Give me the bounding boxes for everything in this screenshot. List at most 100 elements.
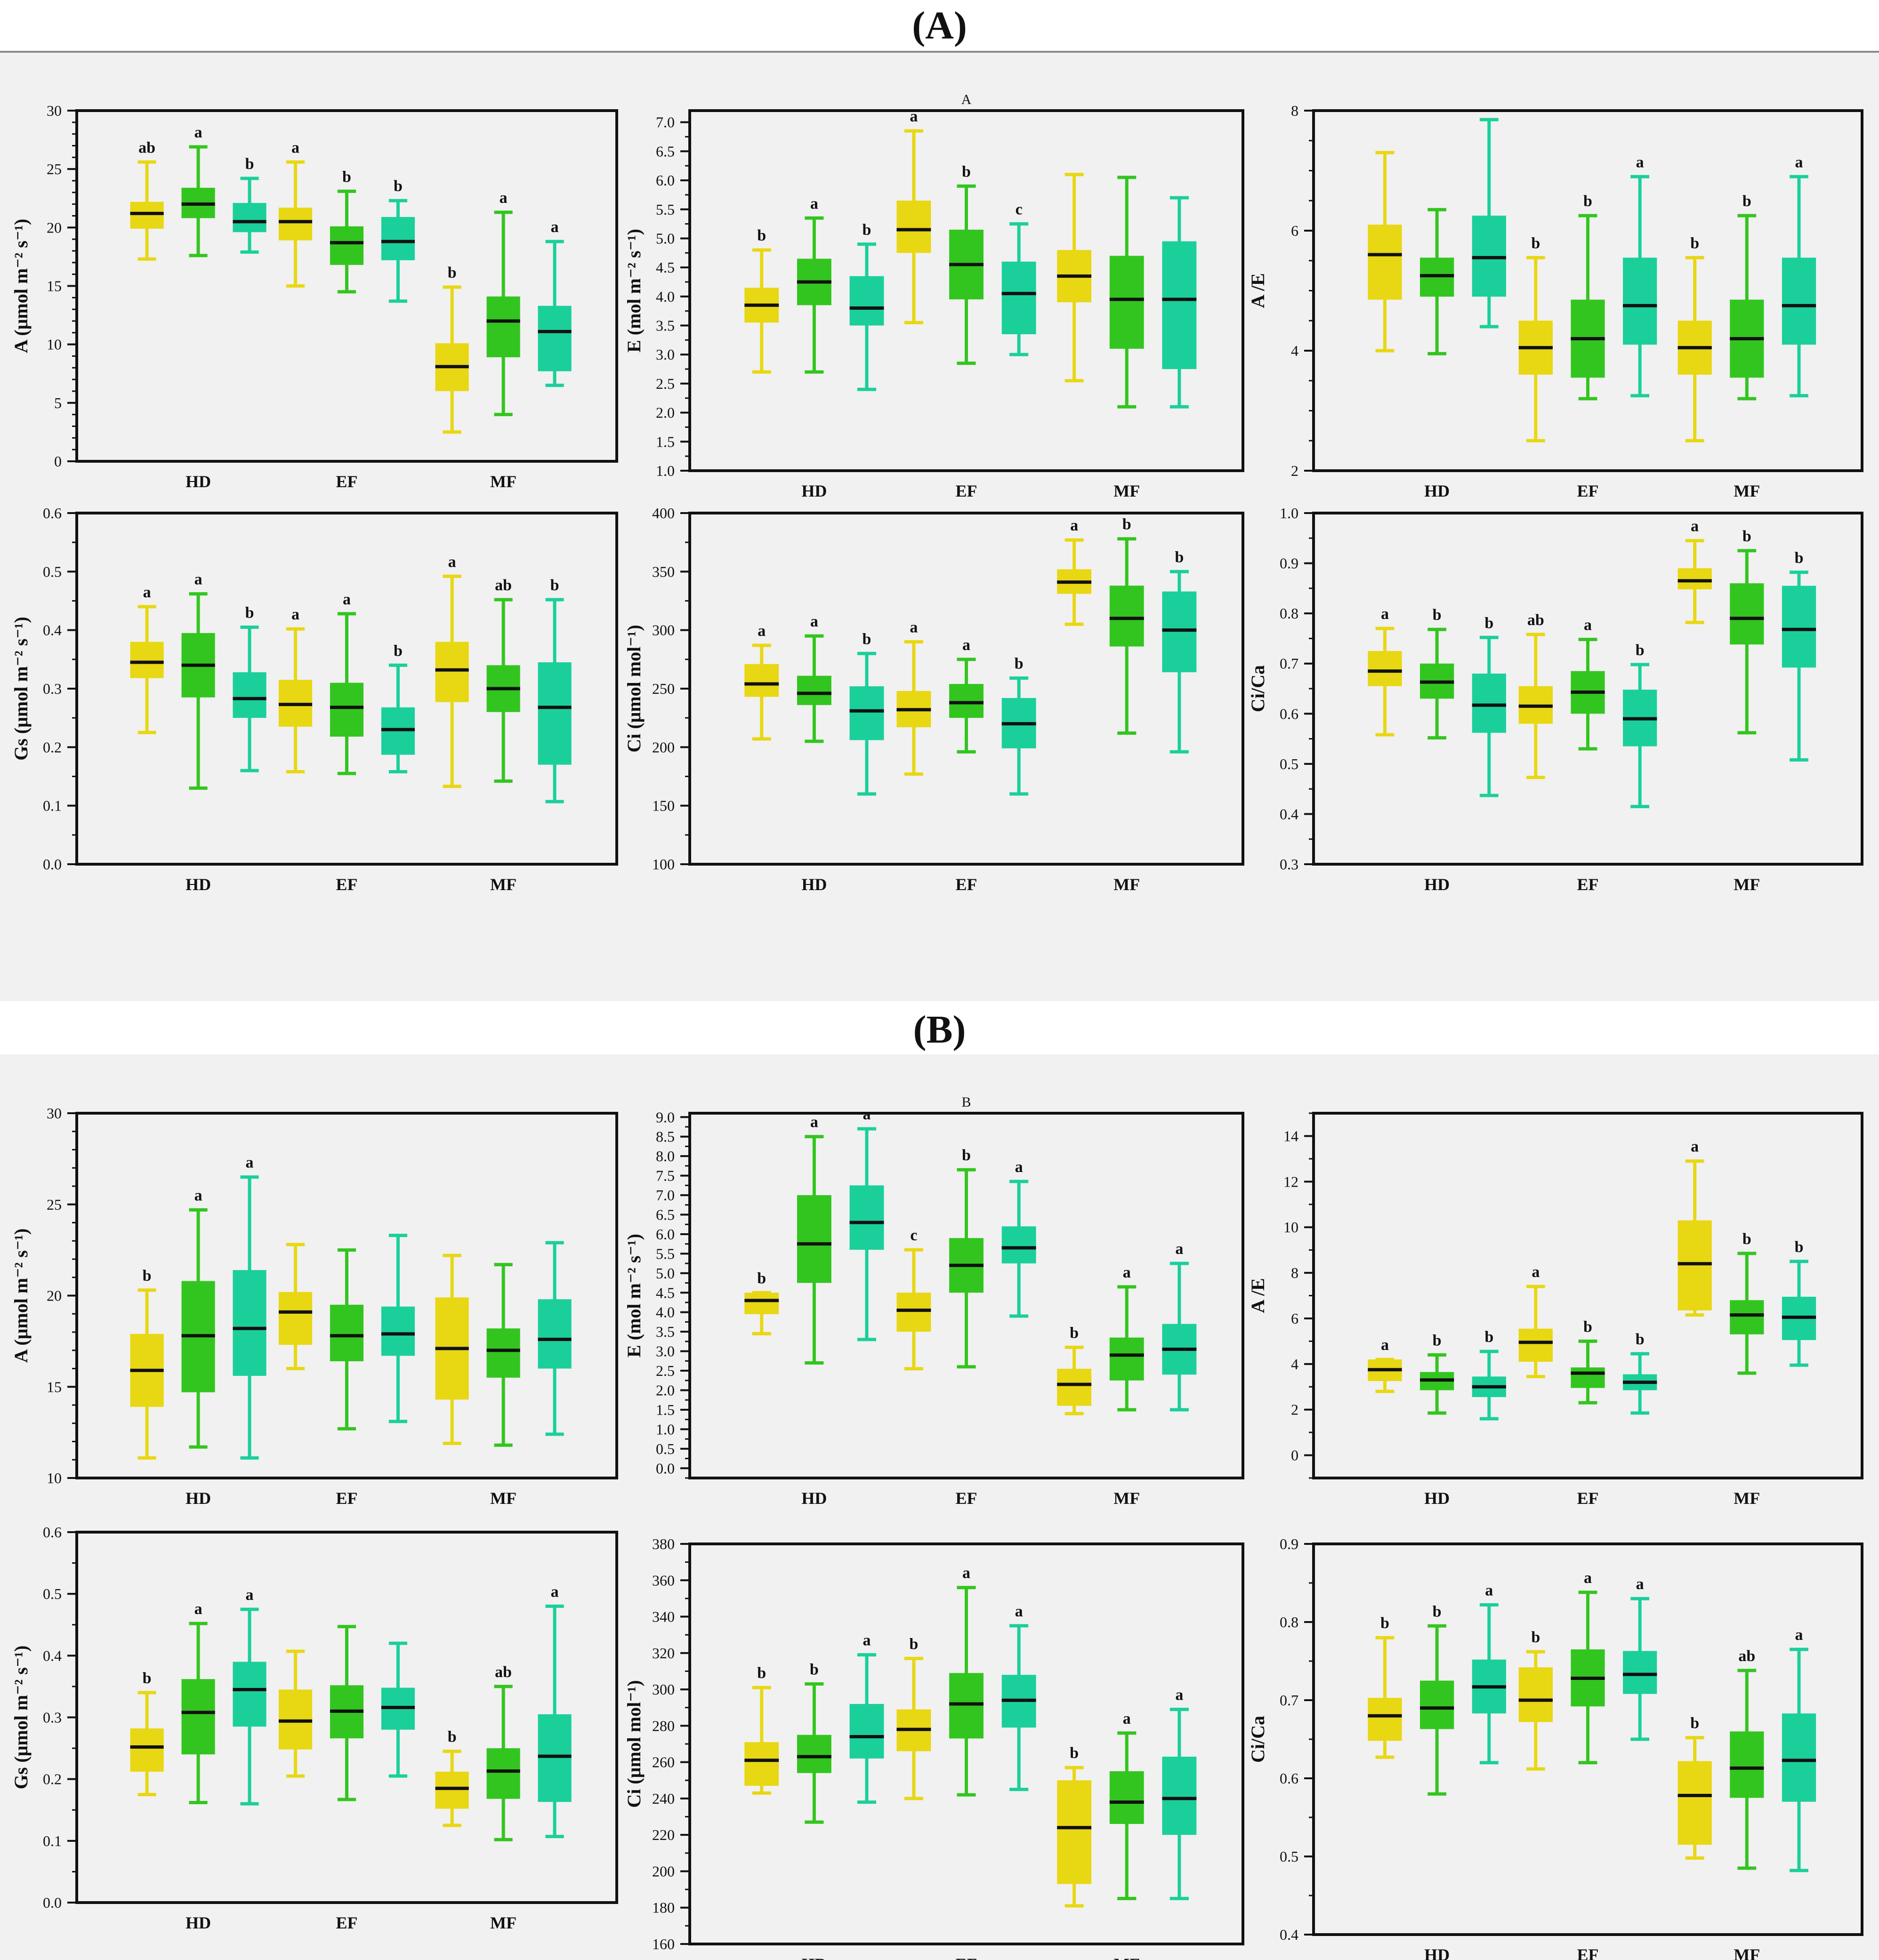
x-tick-label: HD	[185, 472, 211, 491]
x-tick-label: EF	[1577, 1489, 1598, 1508]
iqr-box	[181, 1679, 215, 1755]
y-tick-label: 1.5	[656, 1401, 675, 1418]
box-mf-1	[435, 1253, 469, 1445]
y-tick-label: 15	[47, 1378, 62, 1395]
box-ef-2: a	[330, 591, 364, 775]
box-ef-2: b	[949, 163, 984, 365]
x-tick-label: HD	[1424, 875, 1450, 894]
iqr-box	[1730, 1731, 1764, 1798]
iqr-box	[330, 226, 364, 265]
x-tick-label: MF	[1113, 482, 1140, 500]
box-hd-3: b	[1472, 1328, 1506, 1421]
plot-frame	[688, 1112, 1244, 1479]
x-tick-label: EF	[336, 1489, 357, 1508]
iqr-box	[1162, 241, 1197, 370]
y-tick-label: 200	[652, 739, 675, 755]
box-mf-3: a	[538, 218, 572, 387]
iqr-box	[486, 1328, 520, 1378]
y-tick-label: 340	[652, 1608, 675, 1625]
box-hd-2: a	[181, 1187, 215, 1449]
box-mf-2	[1109, 176, 1144, 409]
box-hd-1: a	[1368, 1336, 1402, 1393]
y-tick-label: 100	[652, 856, 675, 873]
box-mf-2: b	[1730, 193, 1764, 401]
iqr-box	[1782, 257, 1816, 345]
y-tick-label: 5	[54, 394, 62, 411]
significance-label: a	[500, 189, 508, 207]
y-tick-label: 320	[652, 1645, 675, 1662]
box-ef-1: b	[1518, 1629, 1553, 1771]
box-ef-2: a	[949, 1565, 984, 1797]
significance-label: a	[246, 1154, 254, 1172]
y-tick-label: 0	[1291, 1447, 1298, 1464]
significance-label: a	[551, 218, 559, 236]
box-ef-1: a	[1518, 1263, 1553, 1378]
box-hd-1: ab	[130, 139, 164, 261]
significance-label: a	[1485, 1582, 1493, 1599]
x-tick-label: HD	[185, 1489, 211, 1508]
x-tick-label: EF	[955, 482, 977, 500]
significance-label: ab	[495, 1663, 512, 1681]
significance-label: a	[1691, 1138, 1699, 1156]
iqr-box	[538, 1299, 572, 1369]
y-tick-label: 0.5	[1280, 1848, 1298, 1865]
iqr-box	[278, 1292, 313, 1345]
iqr-box	[849, 1704, 884, 1759]
box-hd-3: a	[1472, 1582, 1506, 1765]
section-b-panel	[0, 1054, 1879, 1960]
box-mf-2: b	[1730, 1230, 1764, 1375]
y-tick-label: 160	[652, 1936, 675, 1952]
iqr-box	[1057, 1368, 1092, 1406]
significance-label: a	[1795, 153, 1803, 171]
significance-label: b	[1531, 1629, 1540, 1646]
section-title-a: (A)	[0, 0, 1879, 52]
significance-label: a	[1175, 1240, 1183, 1258]
y-tick-label: 0.1	[43, 1832, 62, 1849]
box-mf-3: a	[1162, 1687, 1197, 1900]
box-ef-2	[330, 1248, 364, 1430]
x-tick-label: MF	[1734, 1945, 1760, 1960]
y-tick-label: 4.5	[656, 1284, 675, 1301]
chart-b-ae: 0 2 4 6 8 10 12 14 A /E HD a b b EF a b b MF a b b	[1247, 1112, 1863, 1508]
y-tick-label: 4	[1291, 1356, 1298, 1373]
box-mf-2: a	[486, 189, 520, 417]
iqr-box	[1677, 1761, 1712, 1845]
chart-b-gs: 0.0 0.1 0.2 0.3 0.4 0.5 0.6 Gs (μmol m⁻² s⁻¹) HD…	[10, 1524, 618, 1932]
iqr-box	[1368, 651, 1402, 686]
iqr-box	[1518, 1328, 1553, 1362]
y-tick-label: 0.9	[1280, 1535, 1298, 1552]
x-tick-label: MF	[1113, 1489, 1140, 1508]
y-tick-label: 0.3	[43, 1709, 62, 1726]
y-tick-label: 0.4	[43, 1647, 62, 1664]
significance-label: a	[1175, 1687, 1183, 1704]
chart-b-a: 10 15 20 25 30 A (μmol m⁻² s⁻¹) HD b a a EF MF	[10, 1105, 618, 1508]
iqr-box	[797, 1735, 831, 1773]
significance-label: a	[194, 1187, 202, 1204]
x-tick-label: MF	[490, 1489, 516, 1508]
box-ef-2: b	[330, 168, 364, 294]
y-tick-label: 30	[47, 1105, 62, 1122]
y-tick-label: 0.9	[1280, 555, 1298, 572]
iqr-box	[744, 1742, 779, 1786]
significance-label: a	[1123, 1264, 1131, 1281]
y-tick-label: 8	[1291, 102, 1298, 119]
y-tick-label: 6.5	[656, 1206, 675, 1223]
chart-a-ci: 100 150 200 250 300 350 400 Ci (μmol mol⁻¹) HD a a…	[623, 505, 1244, 894]
x-tick-label: HD	[185, 1913, 211, 1932]
box-mf-2: ab	[1730, 1647, 1764, 1870]
y-tick-label: 2	[1291, 1401, 1298, 1418]
x-tick-label: MF	[1734, 482, 1760, 500]
y-tick-label: 7.0	[656, 1187, 675, 1204]
y-tick-label: 3.0	[656, 1343, 675, 1360]
y-tick-label: 7.5	[656, 1167, 675, 1184]
y-tick-label: 0.4	[43, 622, 62, 639]
box-hd-2: a	[797, 613, 831, 743]
iqr-box	[1368, 1698, 1402, 1741]
iqr-box	[1057, 1780, 1092, 1884]
y-tick-label: 0.3	[43, 680, 62, 697]
x-tick-label: MF	[1113, 875, 1140, 894]
iqr-box	[330, 1304, 364, 1361]
box-ef-1: a	[896, 108, 931, 324]
box-mf-1: b	[435, 264, 469, 434]
box-ef-3: c	[1001, 201, 1036, 356]
